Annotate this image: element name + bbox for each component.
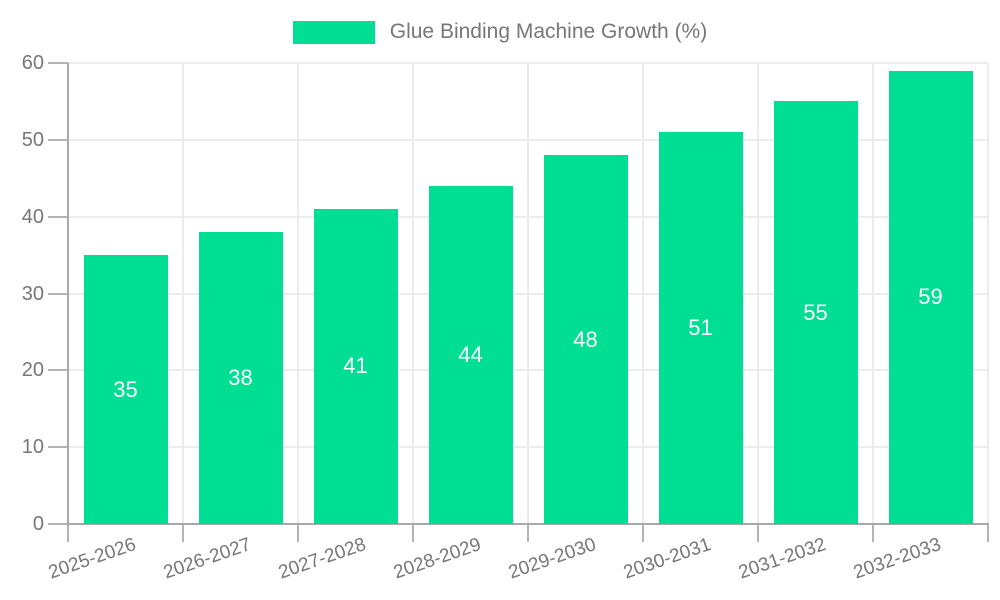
x-tick <box>987 525 989 542</box>
y-tick-label: 0 <box>32 513 44 535</box>
bar-value-label: 41 <box>343 353 368 379</box>
x-gridline <box>642 63 644 524</box>
bar-value-label: 38 <box>228 365 253 391</box>
y-tick <box>48 215 68 218</box>
y-tick <box>48 138 68 141</box>
y-tick <box>48 292 68 295</box>
x-gridline <box>757 63 759 524</box>
y-tick-label: 40 <box>21 205 44 228</box>
y-tick <box>48 62 68 64</box>
bar-value-label: 51 <box>688 315 713 341</box>
y-axis-line <box>67 63 69 526</box>
x-tick <box>527 525 529 542</box>
x-tick-label: 2025-2026 <box>45 534 139 584</box>
x-gridline <box>412 63 414 524</box>
x-tick <box>412 525 414 542</box>
x-tick-label: 2026-2027 <box>160 534 254 584</box>
bar[interactable] <box>888 70 973 524</box>
x-tick-label: 2029-2030 <box>505 534 599 584</box>
y-tick-label: 60 <box>21 52 44 74</box>
x-gridline <box>527 63 529 524</box>
bar-value-label: 44 <box>458 341 483 367</box>
legend-swatch <box>292 20 375 44</box>
x-tick-label: 2028-2029 <box>390 534 484 584</box>
y-tick-label: 10 <box>21 436 44 459</box>
bar-value-label: 55 <box>803 299 828 325</box>
bar[interactable] <box>543 155 628 524</box>
x-tick-label: 2027-2028 <box>275 534 369 584</box>
x-axis-line <box>67 523 989 525</box>
x-gridline <box>182 63 184 524</box>
x-tick <box>872 525 874 542</box>
bar-value-label: 59 <box>918 284 943 310</box>
bar[interactable] <box>198 232 283 524</box>
x-gridline <box>297 63 299 524</box>
y-tick <box>48 523 68 525</box>
y-tick-label: 20 <box>21 359 44 382</box>
x-tick <box>297 525 299 542</box>
chart-legend[interactable]: Glue Binding Machine Growth (%) <box>0 17 1000 47</box>
bar[interactable] <box>658 132 743 524</box>
x-gridline <box>872 63 874 524</box>
y-tick-label: 30 <box>21 282 44 305</box>
y-tick <box>48 369 68 372</box>
bar-value-label: 48 <box>573 326 598 352</box>
legend-label: Glue Binding Machine Growth (%) <box>389 20 708 43</box>
x-tick <box>757 525 759 542</box>
y-tick <box>48 446 68 449</box>
y-tick-label: 50 <box>21 128 44 151</box>
x-tick-label: 2030-2031 <box>620 534 714 584</box>
bar[interactable] <box>313 208 398 524</box>
bar[interactable] <box>83 255 168 524</box>
x-tick <box>67 525 69 542</box>
bar-value-label: 35 <box>113 376 138 402</box>
x-tick <box>642 525 644 542</box>
x-tick-label: 2032-2033 <box>850 534 944 584</box>
bar[interactable] <box>428 185 513 524</box>
x-gridline <box>987 63 989 524</box>
x-tick-label: 2031-2032 <box>735 534 829 584</box>
x-tick <box>182 525 184 542</box>
bar[interactable] <box>773 101 858 524</box>
